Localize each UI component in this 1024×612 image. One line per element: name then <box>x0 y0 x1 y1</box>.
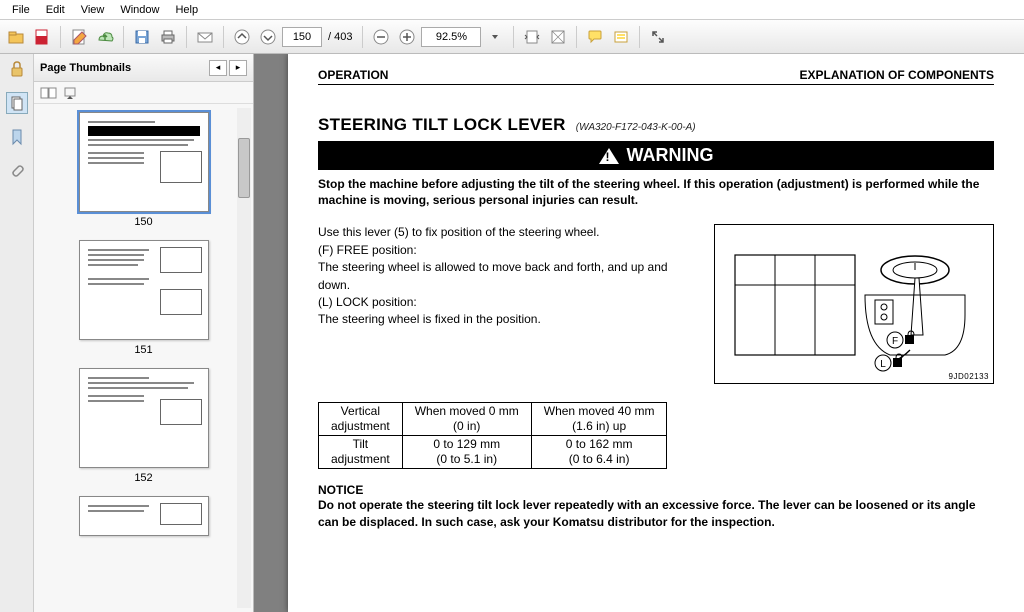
zoom-input[interactable] <box>421 27 481 47</box>
diagram-tag: 9JD02133 <box>949 372 989 381</box>
warning-label: WARNING <box>627 145 714 166</box>
thumbnails-list: 150 151 <box>34 104 253 612</box>
steering-diagram: F L 9JD02133 <box>714 224 994 384</box>
doc-code: (WA320-F172-043-K-00-A) <box>576 122 696 133</box>
thumb-153[interactable] <box>74 496 214 536</box>
toolbar: / 403 <box>0 20 1024 54</box>
zoom-in-button[interactable] <box>395 25 419 49</box>
menu-bar: File Edit View Window Help <box>0 0 1024 20</box>
thumb-151[interactable]: 151 <box>74 240 214 356</box>
thumbnails-header: Page Thumbnails ◂ ▸ <box>34 54 253 82</box>
page-number-input[interactable] <box>282 27 322 47</box>
menu-file[interactable]: File <box>4 2 38 18</box>
bookmark-icon[interactable] <box>6 126 28 148</box>
page-view: OPERATION EXPLANATION OF COMPONENTS STEE… <box>288 54 1024 612</box>
zoom-out-button[interactable] <box>369 25 393 49</box>
thumb-label: 150 <box>74 216 214 228</box>
thumb-options-dropdown[interactable] <box>64 86 78 100</box>
fit-page-button[interactable] <box>520 25 544 49</box>
doc-title: STEERING TILT LOCK LEVER <box>318 115 566 135</box>
svg-text:L: L <box>880 359 886 370</box>
thumbnails-title: Page Thumbnails <box>40 62 209 74</box>
pages-icon[interactable] <box>6 92 28 114</box>
menu-edit[interactable]: Edit <box>38 2 73 18</box>
print-button[interactable] <box>156 25 180 49</box>
warning-text: Stop the machine before adjusting the ti… <box>318 176 994 208</box>
main-area: Page Thumbnails ◂ ▸ <box>0 54 1024 612</box>
menu-view[interactable]: View <box>73 2 113 18</box>
document-area: OPERATION EXPLANATION OF COMPONENTS STEE… <box>254 54 1024 612</box>
thumb-label: 152 <box>74 472 214 484</box>
edit-button[interactable] <box>67 25 91 49</box>
fullscreen-button[interactable] <box>646 25 670 49</box>
doc-running-header: OPERATION EXPLANATION OF COMPONENTS <box>318 68 994 85</box>
page-down-button[interactable] <box>256 25 280 49</box>
thumb-label: 151 <box>74 344 214 356</box>
attachment-icon[interactable] <box>6 160 28 182</box>
lock-icon[interactable] <box>6 58 28 80</box>
page-total-label: / 403 <box>324 31 356 43</box>
svg-text:F: F <box>892 336 898 347</box>
thumb-prev-button[interactable]: ◂ <box>209 60 227 76</box>
hdr-left: OPERATION <box>318 68 388 82</box>
thumbnails-options <box>34 82 253 104</box>
adjustment-table: Verticaladjustment When moved 0 mm(0 in)… <box>318 402 667 469</box>
fit-width-button[interactable] <box>546 25 570 49</box>
thumb-options-icon[interactable] <box>40 86 58 100</box>
menu-window[interactable]: Window <box>112 2 167 18</box>
side-panel: Page Thumbnails ◂ ▸ <box>0 54 254 612</box>
notice-heading: NOTICE <box>318 483 994 497</box>
email-button[interactable] <box>193 25 217 49</box>
thumbnails-panel: Page Thumbnails ◂ ▸ <box>34 54 253 612</box>
comment-button[interactable] <box>583 25 607 49</box>
menu-help[interactable]: Help <box>167 2 206 18</box>
thumb-152[interactable]: 152 <box>74 368 214 484</box>
side-icon-strip <box>0 54 34 612</box>
hdr-right: EXPLANATION OF COMPONENTS <box>800 68 994 82</box>
highlight-button[interactable] <box>609 25 633 49</box>
thumb-next-button[interactable]: ▸ <box>229 60 247 76</box>
thumb-150[interactable]: 150 <box>74 112 214 228</box>
thumbnails-scrollbar[interactable] <box>237 108 251 608</box>
share-upload-button[interactable] <box>93 25 117 49</box>
body-text: Use this lever (5) to fix position of th… <box>318 224 700 384</box>
notice-text: Do not operate the steering tilt lock le… <box>318 497 994 529</box>
save-button[interactable] <box>130 25 154 49</box>
warning-triangle-icon <box>599 148 619 164</box>
open-file-button[interactable] <box>4 25 28 49</box>
zoom-dropdown[interactable] <box>483 25 507 49</box>
create-pdf-button[interactable] <box>30 25 54 49</box>
warning-bar: WARNING <box>318 141 994 170</box>
page-up-button[interactable] <box>230 25 254 49</box>
